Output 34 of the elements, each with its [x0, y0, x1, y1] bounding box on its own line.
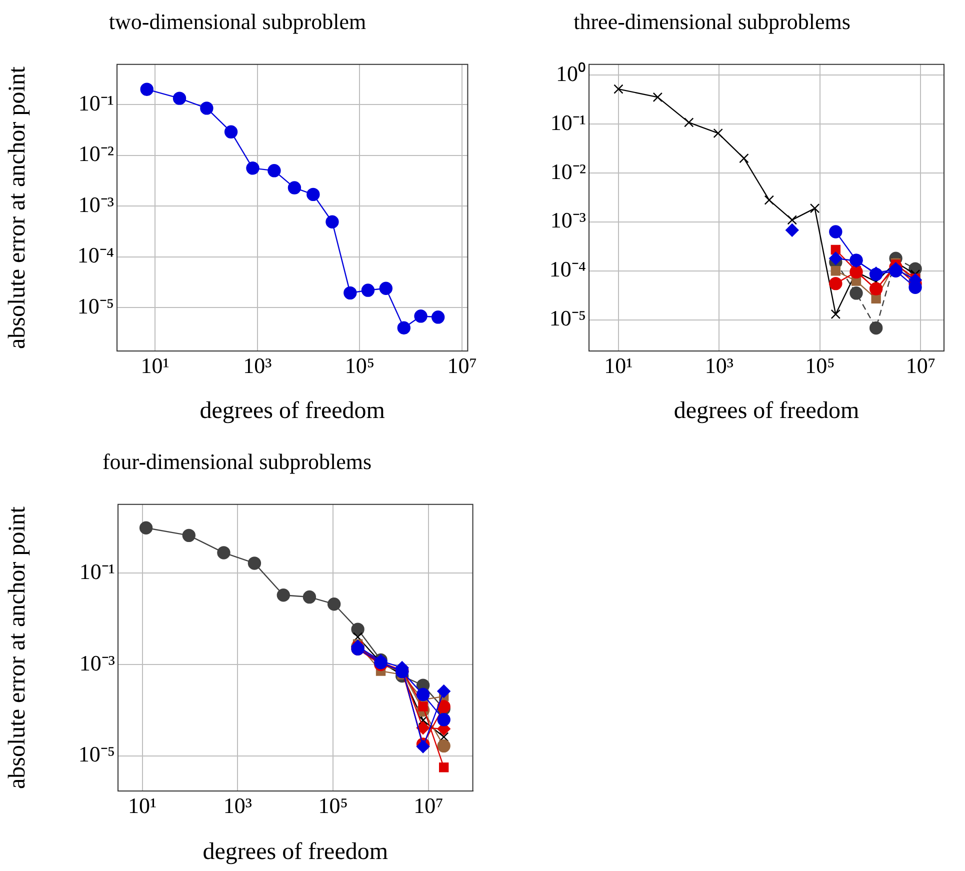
chart-title: two-dimensional subproblem [108, 8, 366, 34]
chart-title: four-dimensional subproblems [102, 448, 372, 474]
y-axis-title: absolute error at anchor point [4, 66, 31, 349]
x-tick-label: 10¹ [604, 352, 633, 378]
x-tick-label: 10⁷ [906, 352, 936, 378]
y-tick-label: 10⁻³ [550, 208, 586, 233]
x-axis-title: degrees of freedom [202, 838, 388, 865]
y-tick-label: 10⁻⁵ [78, 742, 115, 767]
y-tick-label: 10⁻⁵ [77, 293, 114, 318]
x-tick-label: 10¹ [140, 352, 170, 378]
x-tick-label: 10⁵ [318, 792, 348, 818]
x-axis-title: degrees of freedom [200, 398, 386, 424]
x-tick-label: 10¹ [128, 792, 157, 818]
chart-title: three-dimensional subproblems [574, 8, 850, 34]
x-axis-title: degrees of freedom [674, 398, 860, 424]
y-tick-label: 10⁻¹ [79, 558, 115, 584]
y-tick-label: 10⁻² [78, 141, 114, 166]
y-tick-label: 10⁻³ [78, 192, 114, 217]
x-tick-label: 10³ [223, 792, 252, 818]
x-tick-label: 10⁷ [414, 792, 444, 818]
y-tick-label: 10⁻⁴ [77, 242, 114, 268]
y-tick-label: 10⁻² [550, 158, 586, 184]
y-tick-label: 10⁻⁴ [549, 256, 586, 282]
x-tick-label: 10⁵ [344, 352, 375, 378]
x-tick-label: 10³ [704, 352, 734, 378]
x-tick-label: 10⁵ [805, 352, 835, 378]
y-tick-label: 10⁻¹ [550, 110, 586, 135]
y-tick-label: 10⁻¹ [78, 90, 114, 116]
y-axis-title: absolute error at anchor point [4, 506, 31, 789]
y-tick-label: 10⁰ [556, 60, 586, 86]
x-tick-label: 10⁷ [447, 352, 477, 378]
y-tick-label: 10⁻⁵ [549, 306, 586, 331]
x-tick-label: 10³ [243, 352, 272, 378]
y-tick-label: 10⁻³ [79, 650, 116, 676]
